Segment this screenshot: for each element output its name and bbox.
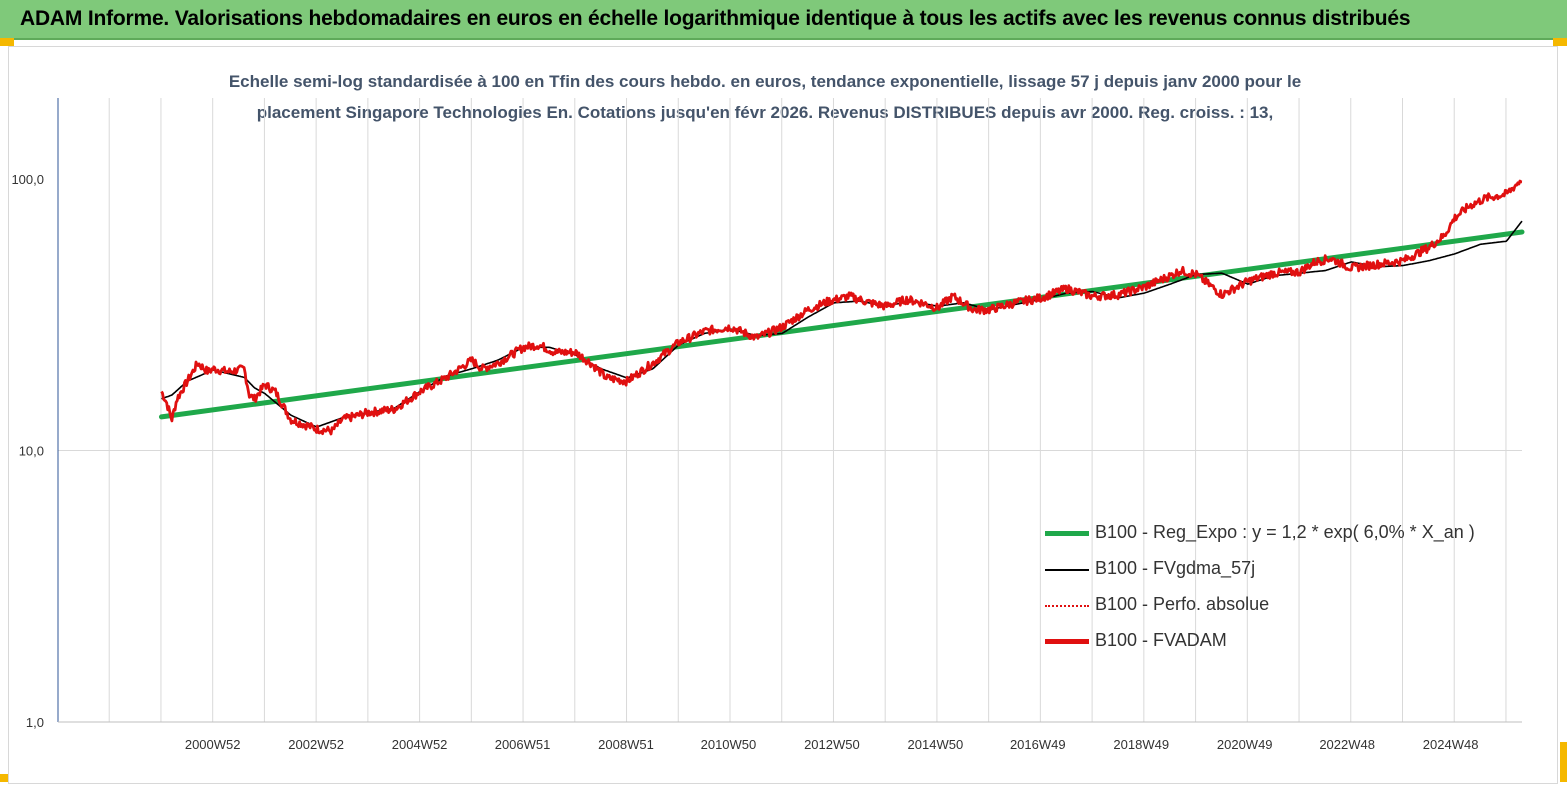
legend-label-fvgdma: B100 - FVgdma_57j <box>1095 558 1256 578</box>
legend-swatch-reg-expo <box>1045 531 1089 536</box>
axes <box>57 98 1522 723</box>
legend-label-reg-expo: B100 - Reg_Expo : y = 1,2 * exp( 6,0% * … <box>1095 522 1475 542</box>
grid-lines <box>58 98 1522 722</box>
report-title: ADAM Informe. Valorisations hebdomadaire… <box>20 7 1411 30</box>
tick-labels: 1,0 10,0 100,0 2000W52 2002W52 2004W52 2006W51… <box>11 172 1478 752</box>
chart-subtitle: Echelle semi-log standardisée à 100 en T… <box>150 66 1380 128</box>
report-banner: ADAM Informe. Valorisations hebdomadaire… <box>0 0 1567 40</box>
x-tick-label: 2006W51 <box>495 737 551 752</box>
legend-label-fvadam: B100 - FVADAM <box>1095 630 1227 650</box>
x-tick-label: 2020W49 <box>1217 737 1273 752</box>
x-tick-label: 2016W49 <box>1010 737 1066 752</box>
corner-marker-bottom-right <box>1560 742 1567 782</box>
x-tick-label: 2000W52 <box>185 737 241 752</box>
series-reg-expo-line <box>158 229 1525 420</box>
x-tick-label: 2008W51 <box>598 737 654 752</box>
y-tick-label: 100,0 <box>11 172 44 187</box>
x-tick-label: 2012W50 <box>804 737 860 752</box>
x-tick-label: 2014W50 <box>908 737 964 752</box>
series-fvadam-line <box>160 179 1523 436</box>
y-tick-label: 10,0 <box>19 444 44 459</box>
legend-label-perfo: B100 - Perfo. absolue <box>1095 594 1270 614</box>
series-lines <box>158 179 1525 436</box>
chart-subtitle-line-2: placement Singapore Technologies En. Cot… <box>256 103 1274 122</box>
x-tick-label: 2004W52 <box>392 737 448 752</box>
corner-marker-top-right <box>1553 38 1567 46</box>
x-tick-label: 2018W49 <box>1113 737 1169 752</box>
legend-swatch-fvadam <box>1045 639 1089 644</box>
legend-swatch-perfo <box>1045 605 1089 607</box>
chart-subtitle-line-1: Echelle semi-log standardisée à 100 en T… <box>228 72 1302 91</box>
corner-marker-top-left <box>0 38 14 46</box>
y-tick-label: 1,0 <box>26 715 44 730</box>
legend-swatch-fvgdma <box>1045 569 1089 571</box>
x-tick-label: 2010W50 <box>701 737 757 752</box>
corner-marker-bottom-left <box>0 774 14 782</box>
x-tick-label: 2022W48 <box>1319 737 1375 752</box>
x-tick-label: 2024W48 <box>1423 737 1479 752</box>
chart-area <box>8 46 1558 784</box>
x-tick-label: 2002W52 <box>288 737 344 752</box>
